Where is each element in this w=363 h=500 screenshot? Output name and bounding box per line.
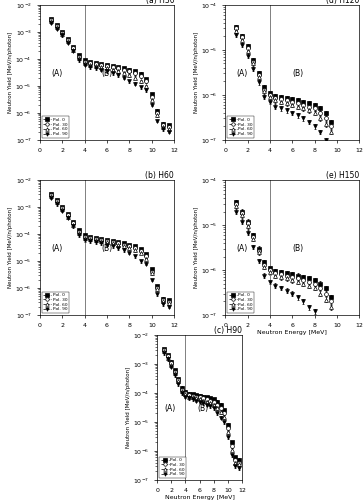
Legend: Pol. 0, Pol. 30, Pol. 60, Pol. 90: Pol. 0, Pol. 30, Pol. 60, Pol. 90 — [42, 292, 69, 313]
Text: (a) H30: (a) H30 — [146, 0, 174, 5]
Text: (B): (B) — [292, 69, 303, 78]
Y-axis label: Neutron Yield [MeV/n/photon]: Neutron Yield [MeV/n/photon] — [193, 32, 199, 113]
Text: (B): (B) — [197, 404, 209, 412]
Text: (A): (A) — [51, 244, 62, 252]
Y-axis label: Neutron Yield [MeV/n/photon]: Neutron Yield [MeV/n/photon] — [193, 207, 199, 288]
Text: (B): (B) — [292, 244, 303, 253]
Text: (d) H120: (d) H120 — [326, 0, 359, 5]
Text: (b) H60: (b) H60 — [146, 171, 174, 180]
Text: (B): (B) — [102, 68, 113, 78]
Text: (B): (B) — [102, 244, 113, 252]
Legend: Pol. 0, Pol. 30, Pol. 60, Pol. 90: Pol. 0, Pol. 30, Pol. 60, Pol. 90 — [227, 292, 254, 313]
Legend: Pol. 0, Pol. 30, Pol. 60, Pol. 90: Pol. 0, Pol. 30, Pol. 60, Pol. 90 — [159, 456, 186, 478]
X-axis label: Neutron Energy [MeV]: Neutron Energy [MeV] — [257, 330, 327, 336]
Text: (c) H90: (c) H90 — [214, 326, 242, 335]
X-axis label: Neutron Energy [MeV]: Neutron Energy [MeV] — [165, 496, 234, 500]
Y-axis label: Neutron Yield [MeV/n/photon]: Neutron Yield [MeV/n/photon] — [8, 207, 13, 288]
Text: (e) H150: (e) H150 — [326, 171, 359, 180]
Text: (A): (A) — [164, 404, 176, 412]
Legend: Pol. 0, Pol. 30, Pol. 60, Pol. 90: Pol. 0, Pol. 30, Pol. 60, Pol. 90 — [227, 116, 254, 138]
Y-axis label: Neutron Yield [MeV/n/photon]: Neutron Yield [MeV/n/photon] — [126, 367, 131, 448]
Legend: Pol. 0, Pol. 30, Pol. 60, Pol. 90: Pol. 0, Pol. 30, Pol. 60, Pol. 90 — [42, 116, 69, 138]
Y-axis label: Neutron Yield [MeV/n/photon]: Neutron Yield [MeV/n/photon] — [8, 32, 13, 113]
Text: (A): (A) — [236, 69, 248, 78]
Text: (A): (A) — [51, 68, 62, 78]
Text: (A): (A) — [236, 244, 248, 253]
